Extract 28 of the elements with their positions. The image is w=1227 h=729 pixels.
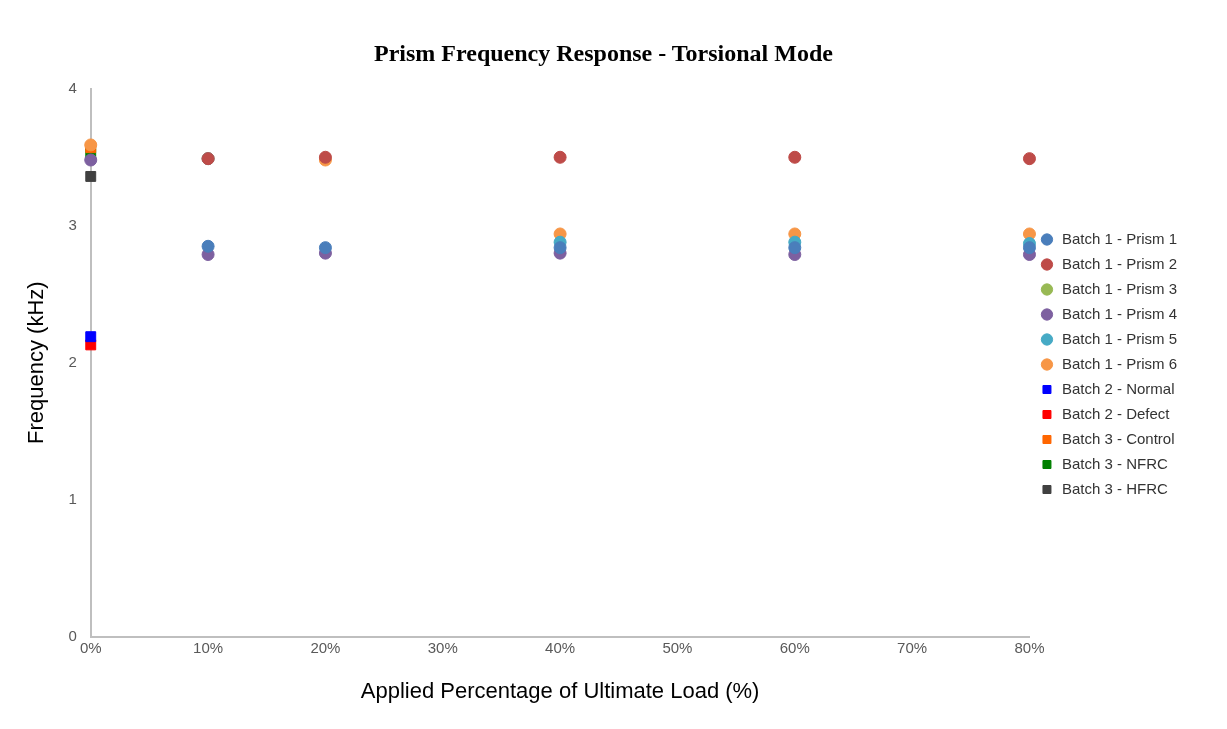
- y-tick-label: 4: [68, 78, 77, 96]
- x-tick-label: 80%: [1014, 638, 1045, 656]
- legend-label: Batch 1 - Prism 6: [1061, 354, 1178, 372]
- legend-label: Batch 2 - Normal: [1061, 379, 1175, 397]
- x-axis-title: Applied Percentage of Ultimate Load (%): [360, 677, 760, 703]
- x-tick-label: 0%: [79, 638, 102, 656]
- x-tick-label: 30%: [427, 638, 458, 656]
- y-tick-label: 0: [68, 626, 77, 644]
- legend-label: Batch 3 - HFRC: [1061, 479, 1168, 497]
- legend-label: Batch 1 - Prism 4: [1061, 304, 1178, 322]
- legend-label: Batch 3 - NFRC: [1061, 454, 1168, 472]
- y-tick-label: 2: [68, 352, 77, 370]
- x-tick-label: 40%: [545, 638, 576, 656]
- legend-label: Batch 1 - Prism 1: [1061, 229, 1178, 247]
- x-tick-label: 70%: [897, 638, 928, 656]
- legend-label: Batch 1 - Prism 3: [1061, 279, 1178, 297]
- y-tick-label: 1: [68, 489, 77, 507]
- legend-label: Batch 1 - Prism 2: [1061, 254, 1178, 272]
- x-tick-label: 50%: [662, 638, 693, 656]
- chart-title: Prism Frequency Response - Torsional Mode: [374, 39, 834, 66]
- x-tick-label: 20%: [310, 638, 341, 656]
- x-tick-label: 10%: [193, 638, 224, 656]
- y-tick-label: 3: [68, 215, 77, 233]
- x-tick-label: 60%: [779, 638, 810, 656]
- legend-label: Batch 3 - Control: [1061, 429, 1175, 447]
- y-axis-title: Frequency (kHz): [23, 281, 49, 444]
- legend-label: Batch 1 - Prism 5: [1061, 329, 1178, 347]
- legend-label: Batch 2 - Defect: [1061, 404, 1171, 422]
